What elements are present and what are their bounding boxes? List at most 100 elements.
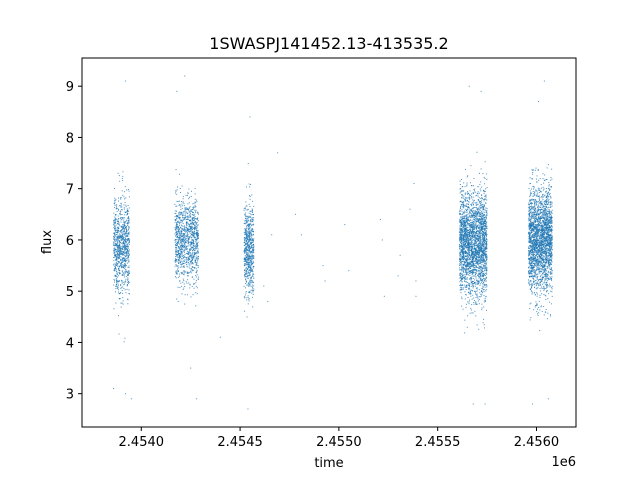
data-point [177, 251, 179, 253]
data-point [478, 237, 480, 239]
data-point [249, 253, 251, 255]
data-point [475, 277, 477, 279]
data-point [480, 213, 482, 215]
data-point [461, 219, 463, 221]
data-point [115, 224, 117, 226]
data-point [248, 227, 250, 229]
data-point [113, 264, 115, 266]
data-point [476, 215, 478, 217]
data-point [113, 239, 115, 240]
data-point [479, 248, 481, 250]
data-point [124, 238, 126, 240]
data-point [249, 267, 251, 269]
data-point [470, 246, 472, 248]
data-point [471, 244, 473, 246]
data-point [194, 256, 196, 258]
data-point [189, 225, 191, 227]
data-point [468, 283, 470, 285]
data-point [483, 275, 485, 277]
data-point [461, 208, 463, 210]
data-point [184, 215, 186, 217]
data-point [483, 225, 485, 227]
data-point [249, 233, 251, 235]
data-point [477, 276, 479, 278]
data-point [116, 236, 118, 238]
data-point [114, 275, 116, 277]
data-point [127, 278, 129, 280]
data-point [466, 239, 468, 241]
data-point [459, 255, 461, 257]
data-point [251, 208, 253, 210]
data-point [466, 238, 468, 240]
data-point [179, 254, 181, 256]
data-point [194, 225, 196, 227]
data-point [182, 266, 184, 268]
data-point [250, 237, 252, 239]
data-point [244, 207, 246, 209]
data-point [113, 263, 115, 265]
data-point [475, 250, 477, 252]
data-point [124, 258, 126, 260]
data-point [473, 269, 475, 271]
data-point [462, 257, 464, 259]
data-point [472, 253, 474, 255]
data-point [245, 292, 247, 294]
data-point [252, 238, 254, 240]
data-point [127, 216, 129, 218]
data-point [122, 239, 124, 241]
data-point [184, 211, 186, 213]
data-point [481, 194, 483, 196]
data-point [463, 203, 465, 205]
data-point [183, 280, 185, 282]
data-point [124, 239, 126, 241]
data-point [462, 206, 464, 208]
data-point [120, 214, 122, 216]
data-point [475, 206, 477, 208]
data-point [127, 274, 129, 276]
data-point [116, 229, 118, 231]
data-point [460, 242, 462, 244]
data-point [185, 222, 187, 224]
data-point [120, 249, 122, 251]
data-point [248, 255, 250, 257]
data-point [476, 246, 478, 248]
data-point [470, 227, 472, 229]
data-point [474, 251, 476, 253]
data-point [480, 190, 482, 192]
data-point [472, 260, 474, 262]
data-point [177, 231, 179, 233]
data-point [176, 226, 178, 228]
data-point [480, 245, 482, 247]
data-point [193, 236, 195, 238]
data-point [116, 244, 118, 246]
data-point [484, 263, 486, 265]
data-point [181, 262, 183, 264]
data-point [482, 258, 484, 260]
data-point [483, 327, 485, 329]
data-point [245, 233, 247, 235]
data-point [184, 241, 186, 243]
data-point [464, 255, 466, 257]
data-point [177, 259, 179, 261]
data-point [247, 216, 249, 218]
data-point [478, 273, 480, 275]
data-point [119, 225, 121, 227]
data-point [116, 271, 118, 273]
data-point [469, 242, 471, 244]
data-point [481, 254, 483, 256]
data-point [469, 214, 471, 216]
data-point [128, 231, 130, 233]
data-point [119, 298, 121, 300]
data-point [482, 208, 484, 210]
data-point [114, 232, 116, 234]
data-point [486, 199, 488, 201]
data-point [183, 238, 185, 240]
data-point [475, 228, 477, 230]
data-point [181, 208, 183, 210]
data-point [480, 214, 482, 216]
data-point [481, 266, 483, 268]
data-point [123, 281, 125, 283]
data-point [120, 210, 122, 212]
data-point [249, 231, 251, 233]
data-point [471, 304, 473, 306]
